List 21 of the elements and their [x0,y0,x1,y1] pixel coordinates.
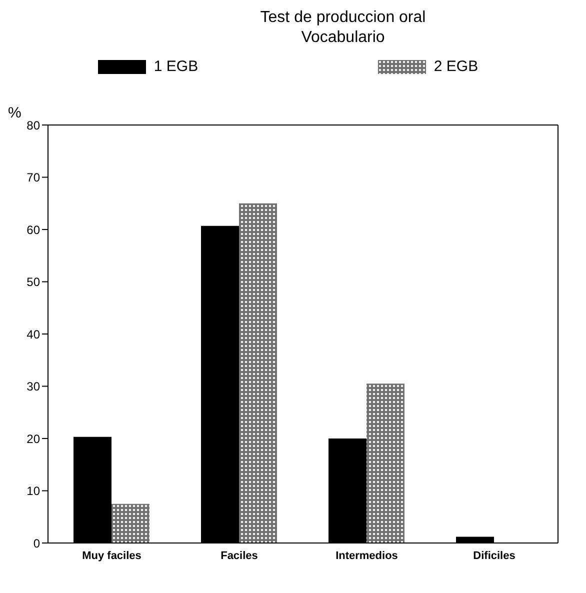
legend-label: 2 EGB [432,58,478,75]
y-tick-label: 60 [26,222,40,237]
bar [239,203,277,543]
y-tick-label: 50 [26,275,40,290]
y-tick-label: 30 [26,380,40,394]
chart-title: Test de produccion oral [259,8,427,28]
y-tick-label: 70 [26,170,40,185]
legend-label: 1 EGB [152,58,198,75]
y-axis-title: % [8,104,22,122]
y-tick-label: 10 [26,484,40,498]
y-tick-label: 0 [33,536,40,550]
chart-subtitle: Vocabulario [300,28,386,48]
bar [366,384,404,543]
x-tick-label: Intermedios [336,550,398,562]
y-tick-label: 40 [26,327,40,342]
y-tick-label: 80 [26,118,40,132]
bar [112,504,150,543]
x-tick-label: Muy faciles [82,550,142,562]
y-tick-label: 20 [26,432,40,446]
x-tick-label: Faciles [220,550,258,562]
x-tick-label: Dificiles [473,550,516,562]
